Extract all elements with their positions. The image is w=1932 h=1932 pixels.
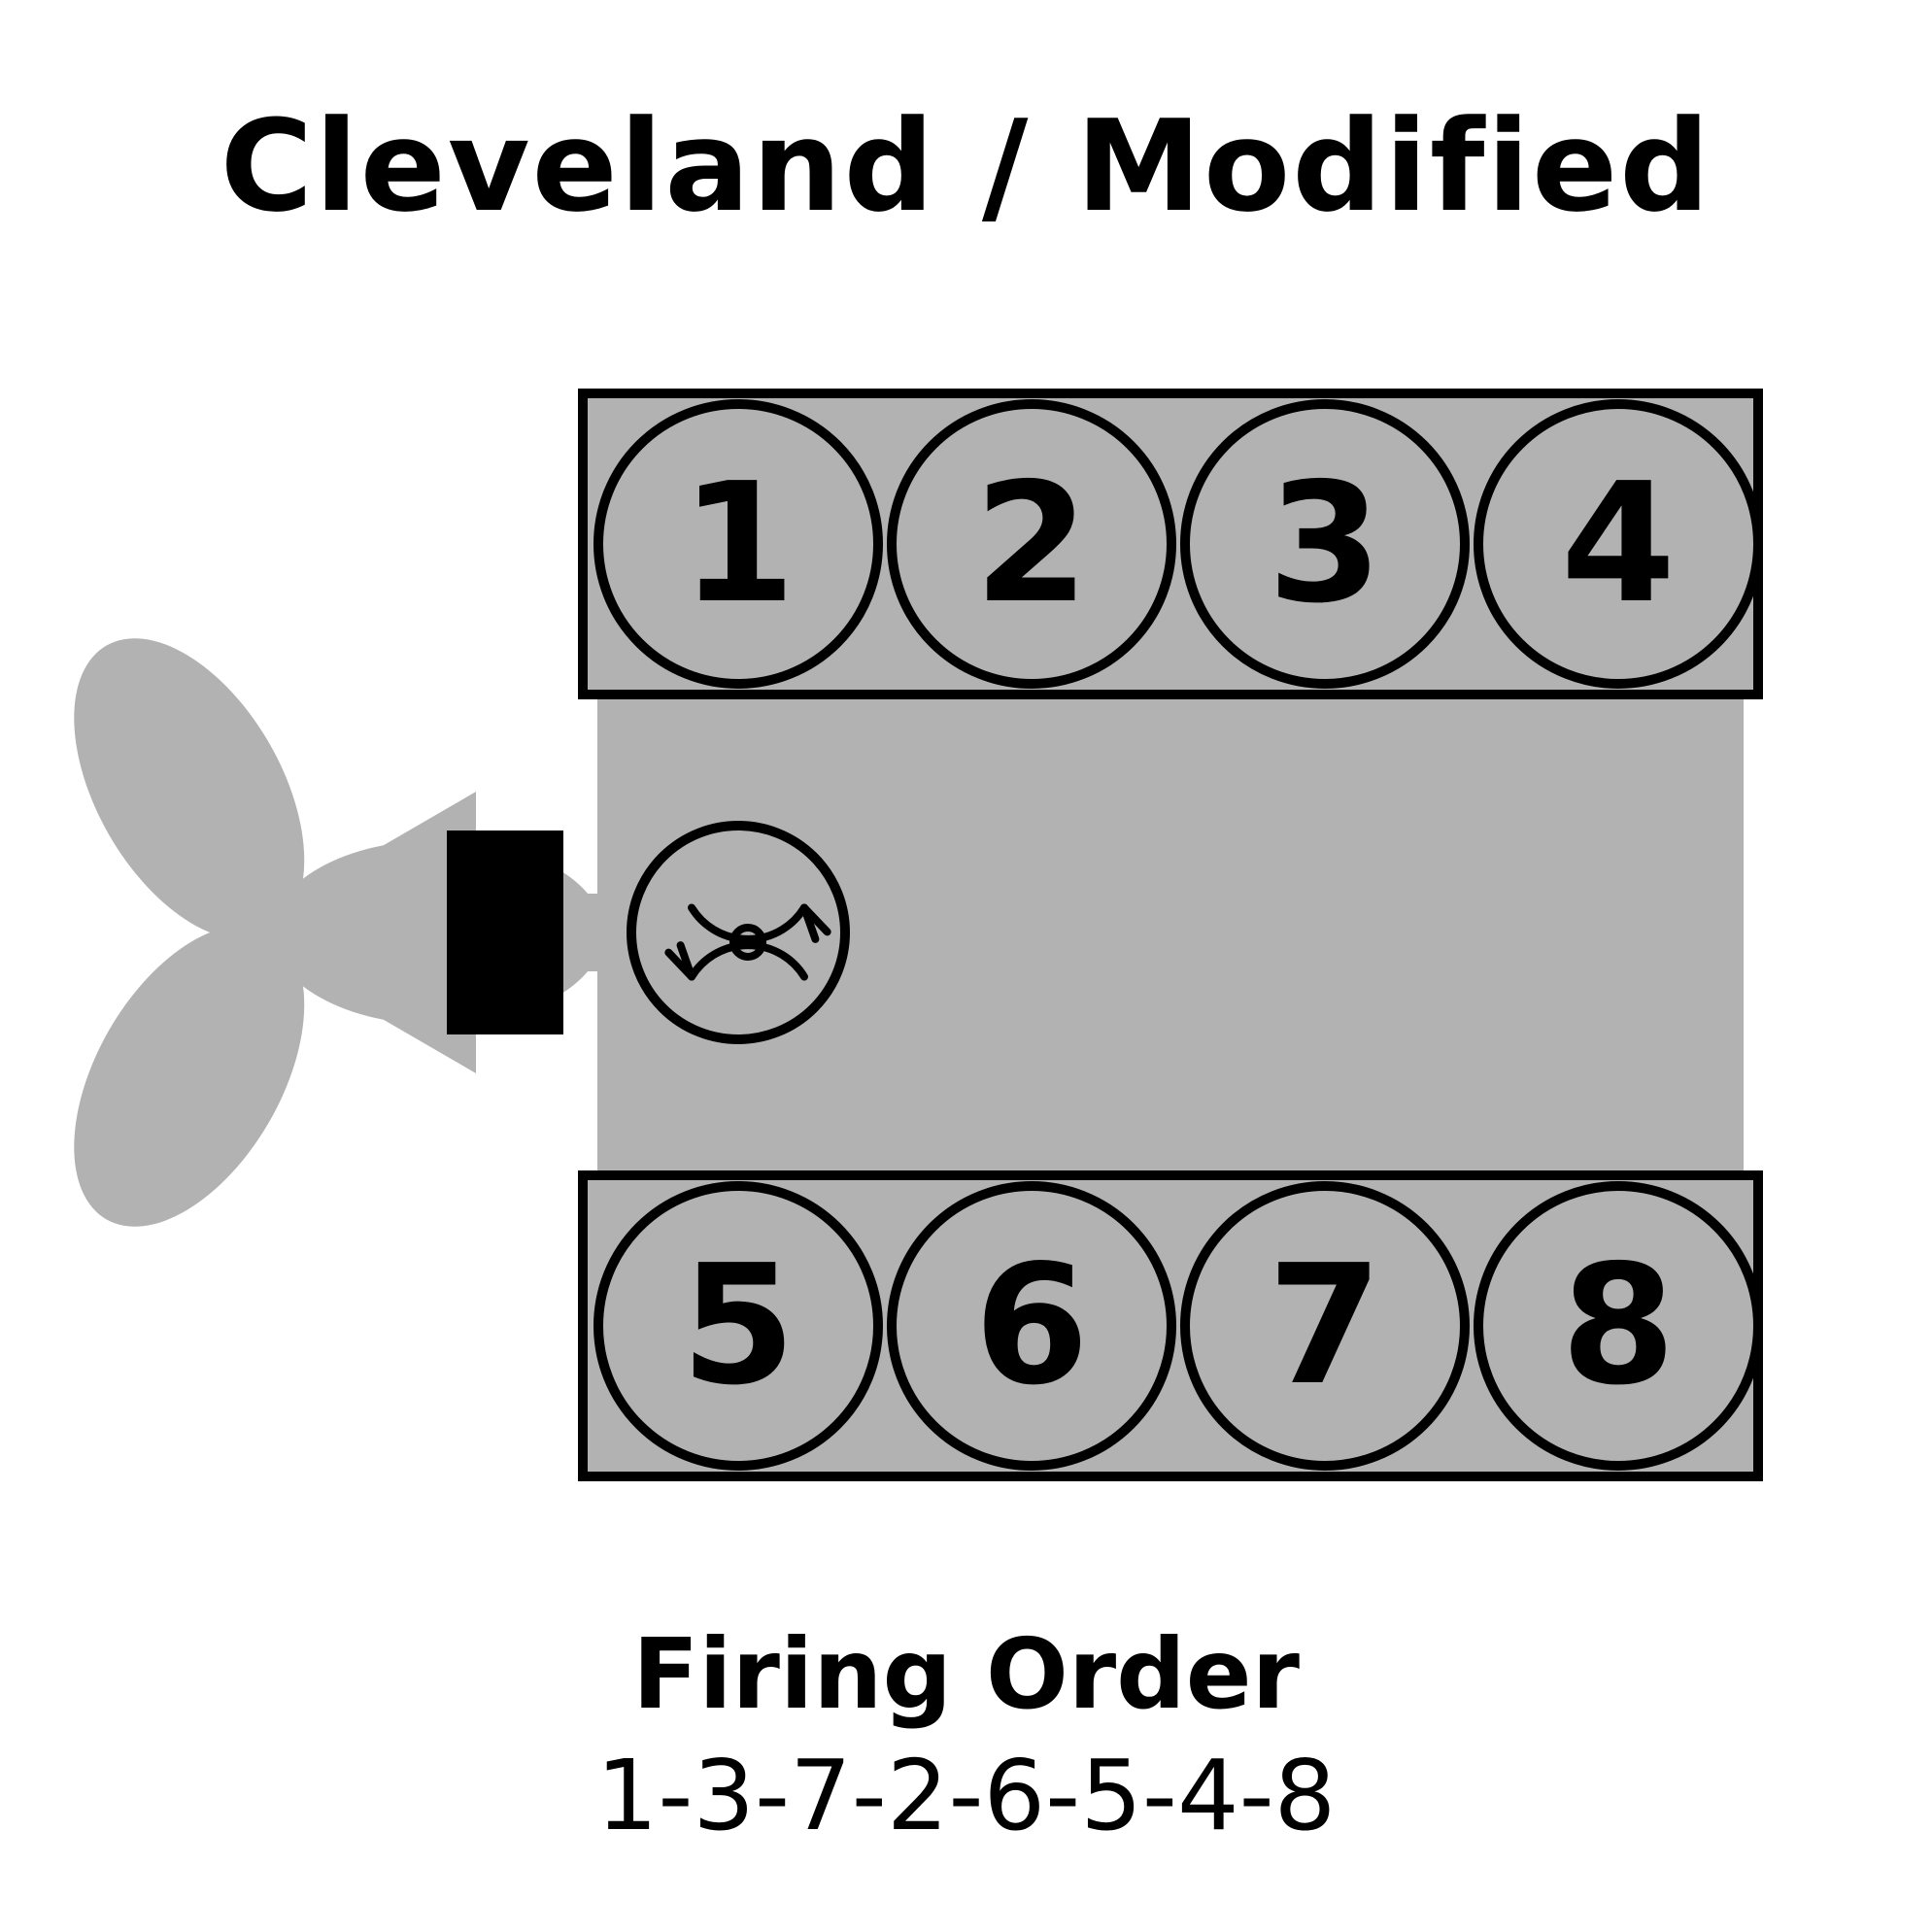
firing-order-label: Firing Order bbox=[0, 1617, 1932, 1731]
distributor-icon bbox=[627, 821, 850, 1044]
engine-firing-order-diagram: Cleveland / Modified 1 2 3 4 5 6 7 8 Fir… bbox=[0, 0, 1932, 1932]
firing-order-value: 1-3-7-2-6-5-4-8 bbox=[0, 1739, 1932, 1852]
